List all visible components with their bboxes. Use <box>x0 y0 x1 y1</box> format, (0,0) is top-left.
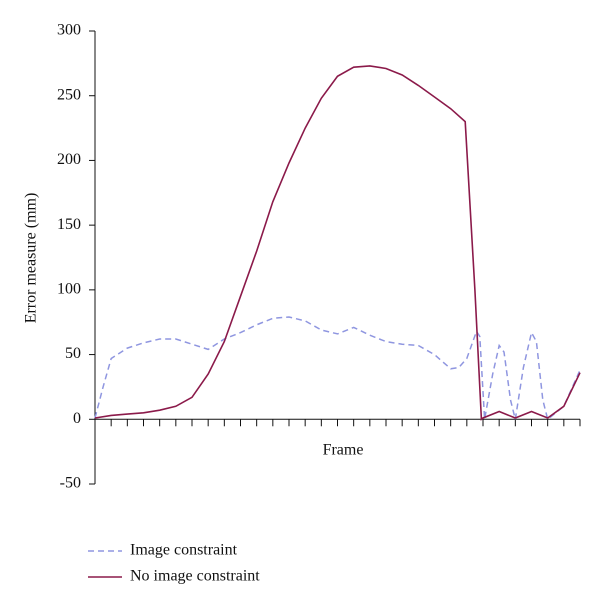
x-axis-label: Frame <box>323 442 364 459</box>
y-tick-label: 250 <box>57 86 81 103</box>
y-tick-label: 150 <box>57 216 81 233</box>
y-tick-label: -50 <box>60 475 81 492</box>
series-line <box>94 316 581 421</box>
y-axis-label: Error measure (mm) <box>23 193 40 324</box>
legend-label: Image constraint <box>130 542 238 559</box>
y-tick-label: 200 <box>57 151 81 168</box>
series-line <box>94 65 581 421</box>
y-tick-label: 0 <box>73 410 81 427</box>
y-tick-label: 300 <box>57 22 81 39</box>
legend-label: No image constraint <box>130 568 260 585</box>
y-tick-label: 50 <box>65 345 81 362</box>
y-tick-label: 100 <box>57 281 81 298</box>
